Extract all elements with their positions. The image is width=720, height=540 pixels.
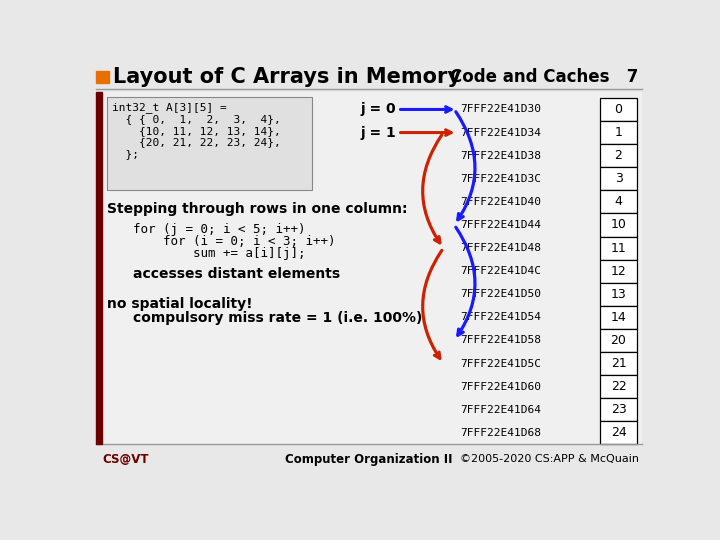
- Bar: [600, 306, 637, 329]
- Text: j = 1: j = 1: [361, 126, 396, 139]
- Text: {10, 11, 12, 13, 14},: {10, 11, 12, 13, 14},: [112, 126, 281, 136]
- Text: 7FFF22E41D50: 7FFF22E41D50: [461, 289, 541, 299]
- Text: };: };: [112, 148, 139, 159]
- Text: 0: 0: [615, 103, 623, 116]
- Text: sum += a[i][j];: sum += a[i][j];: [132, 247, 305, 260]
- Bar: [96, 92, 102, 444]
- Bar: [600, 167, 637, 190]
- Bar: [600, 121, 637, 144]
- Text: int32_t A[3][5] =: int32_t A[3][5] =: [112, 103, 227, 113]
- Text: 7FFF22E41D30: 7FFF22E41D30: [461, 104, 541, 114]
- Text: 7FFF22E41D40: 7FFF22E41D40: [461, 197, 541, 207]
- Bar: [600, 144, 637, 167]
- Text: 1: 1: [615, 126, 623, 139]
- Bar: [107, 97, 312, 190]
- Text: Computer Organization II: Computer Organization II: [285, 453, 453, 465]
- Text: for (j = 0; i < 5; i++): for (j = 0; i < 5; i++): [132, 222, 305, 235]
- Bar: [600, 283, 637, 306]
- Text: 7FFF22E41D60: 7FFF22E41D60: [461, 382, 541, 392]
- Text: 22: 22: [611, 380, 626, 393]
- Text: CS@VT: CS@VT: [102, 453, 149, 465]
- Bar: [600, 190, 637, 213]
- Text: 7FFF22E41D58: 7FFF22E41D58: [461, 335, 541, 346]
- Text: 11: 11: [611, 241, 626, 254]
- Text: compulsory miss rate = 1 (i.e. 100%): compulsory miss rate = 1 (i.e. 100%): [132, 311, 422, 325]
- Bar: [600, 329, 637, 352]
- Text: 2: 2: [615, 149, 623, 162]
- Text: 4: 4: [615, 195, 623, 208]
- Text: 7FFF22E41D68: 7FFF22E41D68: [461, 428, 541, 438]
- Text: 20: 20: [611, 334, 626, 347]
- Text: for (i = 0; i < 3; i++): for (i = 0; i < 3; i++): [132, 235, 335, 248]
- Text: 3: 3: [615, 172, 623, 185]
- Text: 7FFF22E41D38: 7FFF22E41D38: [461, 151, 541, 161]
- Bar: [600, 260, 637, 283]
- Bar: [600, 352, 637, 375]
- Text: 23: 23: [611, 403, 626, 416]
- Bar: [96, 71, 109, 83]
- Bar: [102, 92, 642, 444]
- Text: Code and Caches   7: Code and Caches 7: [450, 68, 639, 86]
- Text: no spatial locality!: no spatial locality!: [107, 298, 253, 312]
- Text: 14: 14: [611, 311, 626, 324]
- Bar: [600, 213, 637, 237]
- Bar: [600, 98, 637, 121]
- Text: Stepping through rows in one column:: Stepping through rows in one column:: [107, 202, 408, 216]
- Text: 7FFF22E41D64: 7FFF22E41D64: [461, 405, 541, 415]
- Text: 7FFF22E41D44: 7FFF22E41D44: [461, 220, 541, 230]
- Text: 7FFF22E41D4C: 7FFF22E41D4C: [461, 266, 541, 276]
- Text: accesses distant elements: accesses distant elements: [132, 267, 340, 281]
- Text: 7FFF22E41D5C: 7FFF22E41D5C: [461, 359, 541, 369]
- Text: 13: 13: [611, 288, 626, 301]
- Text: {20, 21, 22, 23, 24},: {20, 21, 22, 23, 24},: [112, 137, 281, 147]
- Text: 24: 24: [611, 427, 626, 440]
- Text: { { 0,  1,  2,  3,  4},: { { 0, 1, 2, 3, 4},: [112, 114, 281, 124]
- Text: 7FFF22E41D48: 7FFF22E41D48: [461, 243, 541, 253]
- Text: 10: 10: [611, 219, 626, 232]
- Text: Layout of C Arrays in Memory: Layout of C Arrays in Memory: [113, 67, 462, 87]
- Text: ©2005-2020 CS:APP & McQuain: ©2005-2020 CS:APP & McQuain: [459, 454, 639, 464]
- Text: 7FFF22E41D3C: 7FFF22E41D3C: [461, 174, 541, 184]
- Bar: [600, 421, 637, 444]
- Text: 12: 12: [611, 265, 626, 278]
- Text: 21: 21: [611, 357, 626, 370]
- Bar: [600, 398, 637, 421]
- Text: j = 0: j = 0: [361, 103, 396, 117]
- Text: 7FFF22E41D54: 7FFF22E41D54: [461, 312, 541, 322]
- Bar: [600, 237, 637, 260]
- Bar: [600, 375, 637, 398]
- Text: 7FFF22E41D34: 7FFF22E41D34: [461, 127, 541, 138]
